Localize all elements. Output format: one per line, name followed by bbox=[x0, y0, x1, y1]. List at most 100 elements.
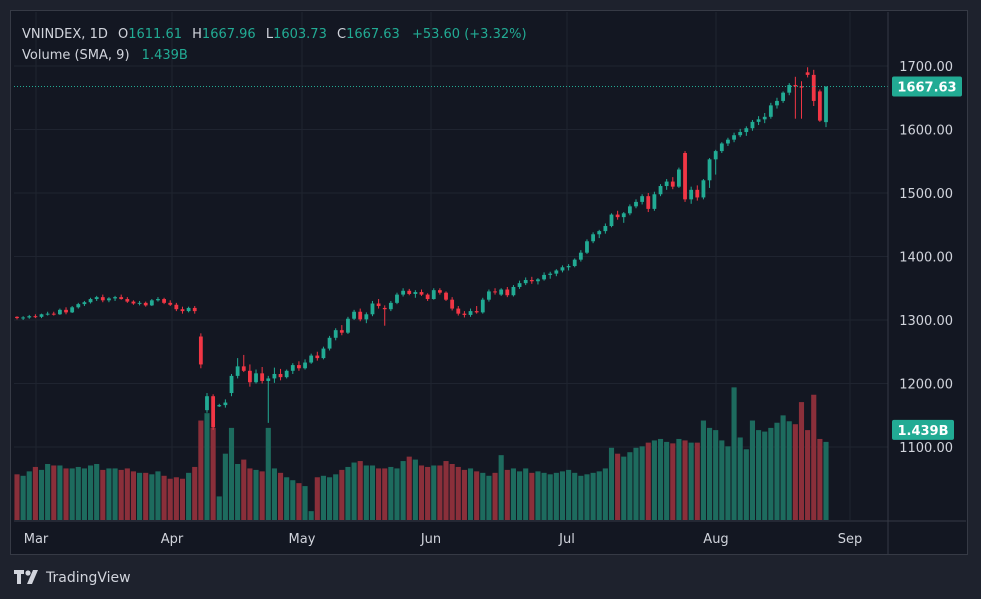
y-tick-label: 1200.00 bbox=[899, 378, 953, 393]
close-value: 1667.63 bbox=[346, 27, 400, 42]
volume-bar bbox=[455, 466, 461, 520]
candle-body bbox=[701, 180, 706, 198]
volume-bar bbox=[688, 442, 694, 520]
volume-bar bbox=[425, 466, 431, 520]
volume-bar bbox=[731, 387, 737, 520]
volume-bar bbox=[167, 478, 173, 520]
candle-body bbox=[646, 196, 651, 209]
candle-body bbox=[542, 274, 546, 280]
volume-bar bbox=[198, 420, 204, 520]
volume-bar bbox=[204, 413, 210, 520]
volume-bar bbox=[235, 464, 241, 520]
volume-bar bbox=[437, 465, 443, 520]
volume-bar bbox=[143, 472, 149, 520]
candle-body bbox=[315, 355, 320, 359]
x-tick-label: Jun bbox=[420, 532, 441, 547]
volume-bar bbox=[694, 442, 700, 520]
candles bbox=[15, 67, 828, 430]
candle-body bbox=[431, 290, 436, 300]
candle-body bbox=[125, 299, 130, 302]
tradingview-name: TradingView bbox=[46, 570, 131, 586]
candle-body bbox=[621, 213, 626, 218]
volume-bar bbox=[277, 472, 284, 520]
x-tick-label: Sep bbox=[838, 532, 863, 547]
candle-body bbox=[58, 309, 62, 315]
candle-body bbox=[480, 299, 485, 313]
candle-body bbox=[456, 308, 461, 314]
candle-body bbox=[566, 266, 571, 268]
volume-bar bbox=[265, 427, 271, 520]
volume-bar bbox=[651, 440, 657, 520]
volume-bar bbox=[664, 441, 670, 520]
candle-body bbox=[100, 297, 105, 301]
candle-body bbox=[51, 313, 56, 315]
symbol-label[interactable]: VNINDEX, 1D bbox=[22, 27, 108, 42]
volume-bar bbox=[535, 471, 541, 520]
candle-body bbox=[33, 316, 38, 318]
volume-bar bbox=[700, 420, 706, 520]
volume-bar bbox=[467, 468, 474, 520]
candle-body bbox=[824, 86, 828, 123]
candle-body bbox=[627, 206, 632, 214]
candle-body bbox=[88, 299, 93, 303]
candle-body bbox=[131, 301, 136, 304]
candle-body bbox=[585, 241, 589, 253]
candle-body bbox=[811, 74, 816, 101]
volume-bar bbox=[523, 468, 529, 520]
volume-bar bbox=[498, 455, 504, 520]
volume-bar bbox=[247, 468, 253, 520]
candle-body bbox=[21, 317, 26, 319]
y-tick-label: 1300.00 bbox=[899, 314, 953, 329]
candle-body bbox=[241, 366, 246, 371]
candle-body bbox=[143, 302, 148, 306]
candle-body bbox=[113, 297, 117, 299]
volume-bar bbox=[241, 459, 247, 520]
volume-bar bbox=[756, 430, 762, 520]
x-tick-label: May bbox=[289, 532, 316, 547]
volume-bar bbox=[253, 469, 259, 520]
candle-body bbox=[192, 307, 197, 312]
candle-body bbox=[640, 196, 645, 202]
volume-bar bbox=[559, 471, 566, 520]
volume-bar bbox=[621, 456, 627, 520]
candle-body bbox=[70, 307, 75, 313]
candle-body bbox=[211, 396, 216, 428]
volume-bar bbox=[590, 472, 596, 520]
volume-label[interactable]: Volume (SMA, 9) bbox=[22, 48, 130, 63]
volume-bar bbox=[504, 469, 510, 520]
volume-bar bbox=[510, 468, 516, 520]
candle-body bbox=[174, 304, 179, 310]
volume-bar bbox=[45, 464, 51, 520]
candle-body bbox=[407, 290, 412, 294]
ohlc-row: VNINDEX, 1D O1611.61 H1667.96 L1603.73 C… bbox=[22, 24, 527, 45]
candle-body bbox=[707, 159, 712, 181]
volume-bar bbox=[216, 496, 222, 520]
candle-body bbox=[419, 292, 424, 295]
volume-bar bbox=[179, 478, 186, 520]
candle-body bbox=[119, 297, 124, 300]
candle-body bbox=[615, 214, 620, 218]
candle-body bbox=[358, 311, 363, 320]
volume-bar bbox=[431, 465, 437, 520]
open-key: O bbox=[118, 27, 129, 42]
volume-bar bbox=[369, 465, 376, 520]
candle-body bbox=[395, 294, 399, 303]
candle-body bbox=[572, 259, 577, 267]
high-key: H bbox=[192, 27, 202, 42]
y-tick-label: 1400.00 bbox=[899, 251, 953, 266]
tradingview-brand[interactable]: TradingView bbox=[14, 568, 131, 588]
candle-body bbox=[817, 91, 822, 121]
volume-badge: 1.439B bbox=[892, 419, 954, 440]
volume-bar bbox=[137, 472, 143, 520]
volume-bar bbox=[210, 427, 216, 520]
candle-body bbox=[713, 151, 718, 160]
candle-body bbox=[260, 373, 265, 381]
volume-bar bbox=[596, 471, 602, 520]
candle-body bbox=[82, 302, 87, 305]
candle-body bbox=[437, 290, 442, 293]
volume-bar bbox=[572, 472, 578, 520]
volume-bar bbox=[106, 468, 112, 520]
volume-bar bbox=[608, 447, 615, 520]
volume-bar bbox=[645, 442, 651, 520]
